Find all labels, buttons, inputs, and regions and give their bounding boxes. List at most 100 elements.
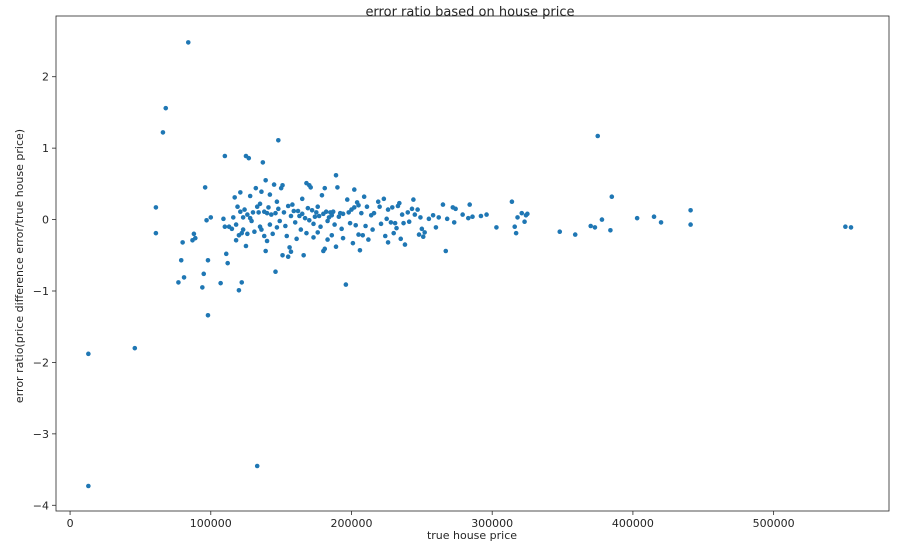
y-tick-label: 1 — [42, 142, 49, 155]
x-tick-label: 400000 — [612, 517, 654, 530]
data-point — [270, 231, 275, 237]
data-point — [557, 229, 563, 235]
data-point — [391, 230, 397, 236]
data-point — [263, 248, 268, 254]
data-point — [290, 202, 295, 207]
data-point — [287, 245, 292, 250]
data-point — [522, 219, 527, 225]
data-point — [280, 252, 285, 258]
data-point — [221, 216, 226, 222]
data-point — [299, 211, 305, 217]
data-point — [318, 224, 323, 230]
data-point — [440, 202, 446, 207]
data-point — [277, 218, 283, 224]
data-point — [254, 204, 260, 210]
data-point — [86, 483, 91, 489]
data-point — [281, 210, 287, 215]
data-point — [261, 233, 267, 239]
data-point — [843, 224, 848, 230]
data-point — [401, 220, 406, 226]
data-point — [388, 220, 394, 225]
data-point — [153, 230, 159, 236]
data-point — [609, 194, 615, 200]
x-tick-label: 500000 — [753, 517, 795, 530]
data-point — [436, 215, 442, 220]
data-point — [202, 185, 208, 190]
data-point — [225, 260, 230, 266]
data-point — [274, 225, 280, 230]
x-axis: 0 100000 200000 300000 400000 500000 — [67, 511, 795, 530]
data-point — [271, 182, 277, 187]
data-point — [356, 232, 361, 237]
y-tick-label: −4 — [33, 499, 49, 512]
data-point — [260, 160, 266, 165]
data-point — [470, 214, 475, 220]
data-point — [370, 227, 375, 232]
data-point — [305, 205, 311, 211]
data-point — [222, 224, 228, 230]
data-point — [608, 227, 613, 233]
data-point — [848, 225, 854, 230]
data-point — [246, 155, 252, 161]
data-point — [339, 226, 344, 232]
data-point — [329, 212, 335, 218]
data-point — [315, 230, 321, 235]
data-point — [304, 230, 309, 236]
data-point — [352, 187, 357, 192]
data-point — [252, 229, 257, 235]
data-point — [266, 205, 271, 210]
data-point — [412, 212, 418, 217]
data-point — [340, 211, 346, 217]
data-point — [239, 230, 245, 236]
data-point — [306, 217, 312, 223]
x-tick-label: 300000 — [471, 517, 513, 530]
data-point — [193, 235, 198, 241]
data-point — [247, 193, 253, 199]
data-point — [253, 185, 259, 191]
data-point — [484, 212, 489, 217]
data-point — [294, 236, 299, 242]
data-point — [263, 177, 268, 183]
data-point — [316, 213, 322, 219]
plot-area — [86, 40, 854, 489]
data-point — [153, 205, 159, 210]
data-point — [200, 285, 205, 290]
data-point — [288, 249, 294, 255]
data-point — [451, 220, 457, 225]
data-point — [185, 40, 191, 45]
data-point — [478, 213, 484, 219]
y-tick-label: −1 — [33, 285, 49, 298]
data-point — [371, 210, 377, 216]
data-point — [688, 222, 693, 227]
data-point — [405, 210, 411, 215]
data-point — [357, 247, 363, 253]
data-point — [443, 248, 449, 254]
data-point — [359, 210, 364, 216]
data-point — [233, 222, 239, 227]
data-point — [392, 220, 398, 226]
data-point — [394, 225, 399, 231]
data-point — [347, 220, 353, 226]
data-point — [298, 227, 304, 232]
data-point — [356, 202, 361, 208]
data-point — [238, 190, 243, 195]
data-point — [240, 215, 246, 220]
data-point — [397, 200, 402, 206]
data-point — [378, 221, 384, 227]
data-point — [525, 211, 530, 217]
data-point — [353, 222, 359, 228]
data-point — [267, 222, 273, 227]
data-point — [366, 237, 371, 242]
data-point — [283, 223, 288, 229]
data-point — [204, 217, 209, 223]
data-point — [274, 199, 280, 205]
data-point — [465, 215, 471, 221]
y-tick-label: −2 — [33, 356, 49, 369]
x-axis-label: true house price — [427, 529, 517, 542]
data-point — [325, 218, 330, 224]
data-point — [599, 217, 605, 222]
data-point — [651, 214, 657, 220]
data-point — [312, 214, 318, 220]
data-point — [254, 463, 260, 469]
